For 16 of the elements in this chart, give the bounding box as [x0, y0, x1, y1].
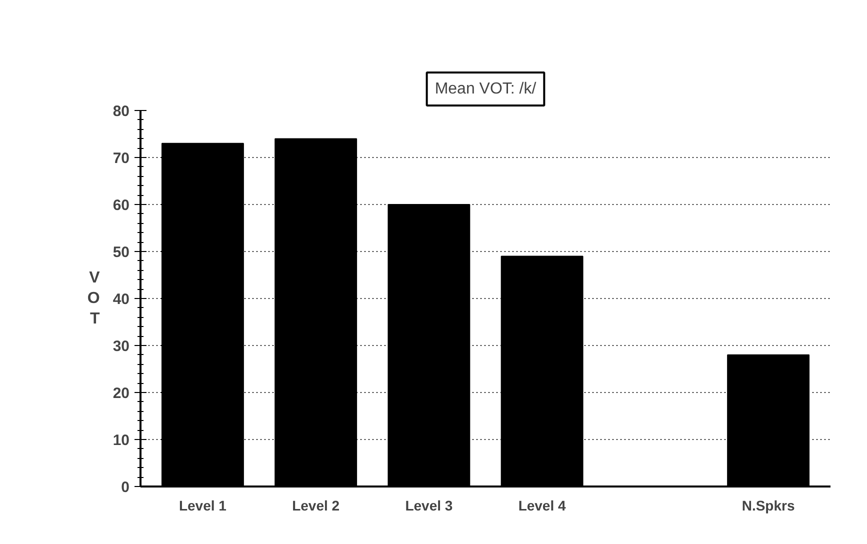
y-tick-label: 60 [112, 197, 130, 214]
x-tick-label: N.Spkrs [742, 498, 795, 514]
x-tick-label: Level 4 [518, 498, 566, 514]
x-tick-label: Level 1 [178, 498, 227, 514]
y-tick-label: 10 [112, 432, 130, 449]
y-tick-label: 40 [112, 291, 130, 308]
y-tick-label: 30 [112, 338, 130, 355]
y-tick-label: 50 [112, 244, 130, 261]
y-axis-title: VOT [87, 270, 100, 328]
y-tick-label: 70 [112, 150, 130, 167]
x-tick-label: Level 3 [405, 498, 453, 514]
chart-title: Mean VOT: /k/ [434, 80, 537, 98]
y-tick-label: 0 [121, 479, 130, 496]
x-tick-label: Level 2 [292, 498, 340, 514]
y-tick-label: 80 [112, 103, 130, 120]
y-tick-label: 20 [112, 385, 130, 402]
